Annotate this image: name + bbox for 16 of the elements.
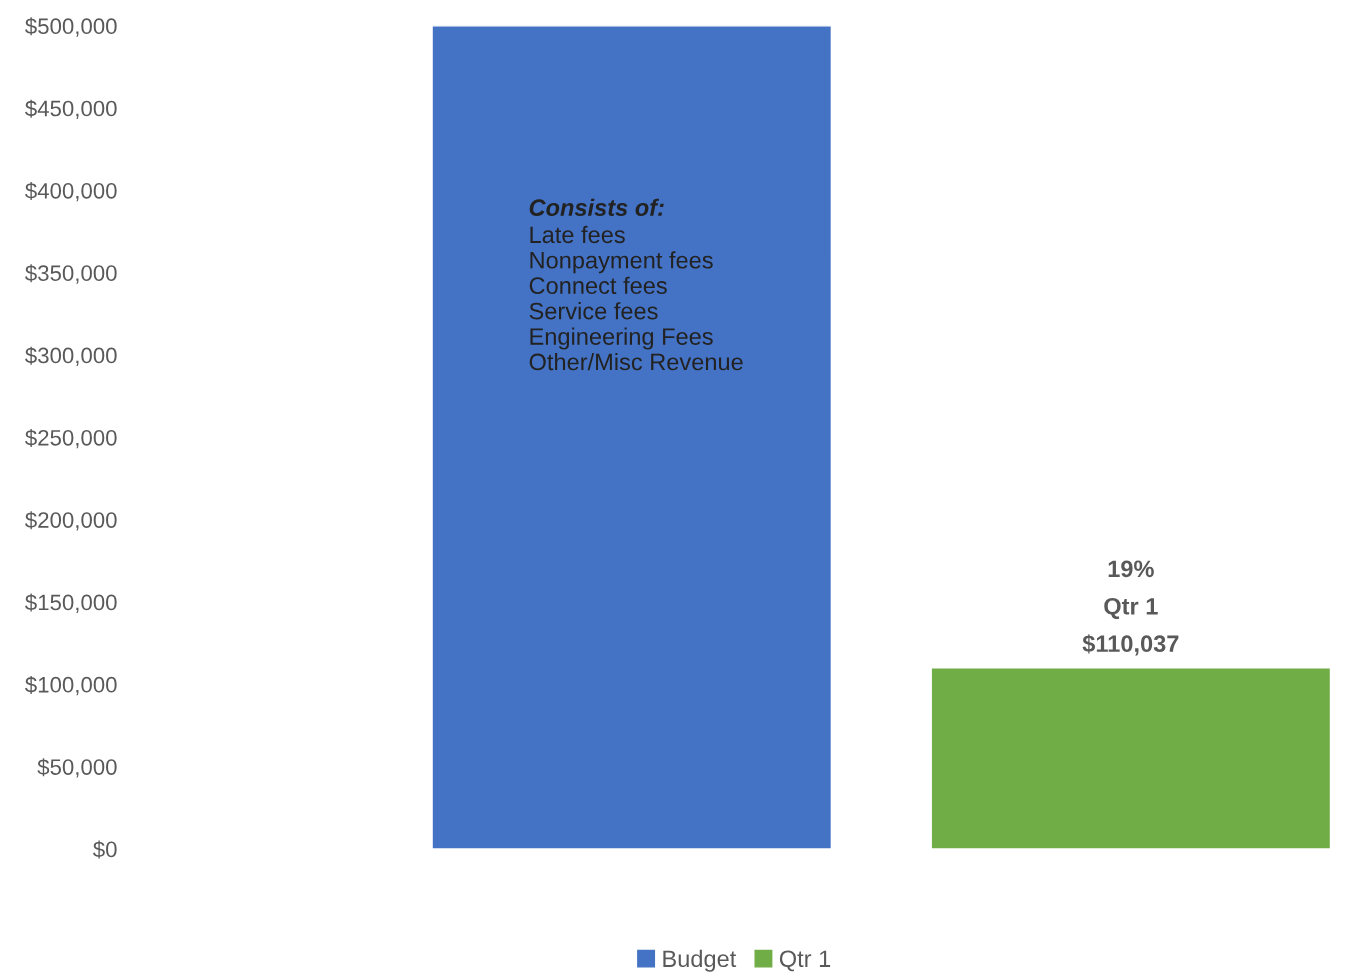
y-tick-label: $450,000 [25, 99, 117, 119]
y-tick-label: $0 [93, 840, 117, 859]
legend-label: Qtr 1 [779, 950, 831, 972]
y-tick-label: $100,000 [25, 675, 117, 696]
y-tick-label: $150,000 [25, 593, 117, 613]
y-tick-label: $200,000 [25, 511, 117, 531]
y-tick-label: $400,000 [25, 182, 117, 202]
y-tick-label: $300,000 [25, 346, 117, 366]
y-tick-label: $500,000 [25, 17, 117, 37]
y-tick-label: $350,000 [25, 264, 117, 284]
y-tick-label: $250,000 [25, 428, 117, 449]
legend-label: Budget [663, 949, 737, 972]
data-label: 19% Qtr 1 $110,037 [1082, 560, 1179, 656]
annotation: Late fees Nonpayment fees Connect fees Service fees Engineering Fees Other/Misc Revenue [529, 225, 743, 371]
y-tick-label: $50,000 [37, 758, 117, 778]
annotation: Consists of: [529, 198, 664, 216]
